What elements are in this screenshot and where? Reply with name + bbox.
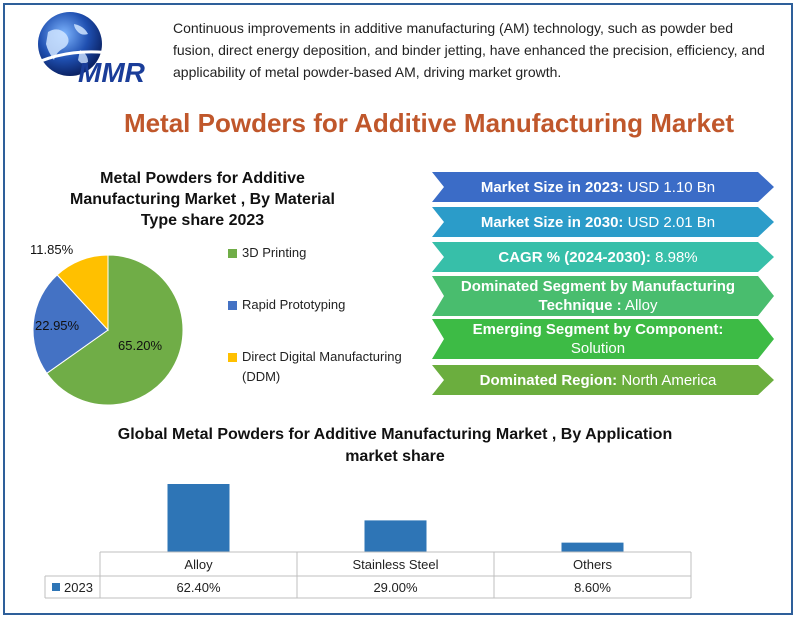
- logo-text: MMR: [78, 57, 146, 88]
- banner-label: Dominated Segment by Manufacturing Techn…: [460, 278, 736, 314]
- main-title: Metal Powders for Additive Manufacturing…: [123, 108, 735, 138]
- pie-chart: [32, 254, 184, 406]
- mmr-logo: MMR: [25, 12, 146, 88]
- legend-swatch: [228, 353, 237, 362]
- banner-label: Dominated Region:: [479, 371, 618, 389]
- banner-label: CAGR % (2024-2030):: [498, 248, 651, 266]
- legend-label: Rapid Prototyping: [242, 297, 346, 312]
- banner-label: Emerging Segment by Component:: [472, 321, 724, 338]
- banner-value: Alloy: [624, 297, 658, 314]
- banner-dominated-region: Dominated Region: North America: [432, 365, 774, 395]
- pie-label-rapid-prototyping: 22.95%: [35, 318, 80, 333]
- pie-slice-rapid-prototyping: [32, 274, 109, 375]
- legend-swatch: [228, 249, 237, 258]
- banner-market-size-2023: Market Size in 2023: USD 1.10 Bn: [432, 172, 774, 202]
- legend-swatch: [228, 301, 237, 310]
- pie-chart-title: Metal Powders for Additive Manufacturing…: [70, 170, 335, 229]
- intro-text: Continuous improvements in additive manu…: [173, 20, 765, 80]
- banner-cagr: CAGR % (2024-2030): 8.98%: [432, 242, 774, 272]
- banner-value: USD 2.01 Bn: [627, 213, 716, 231]
- legend-label: 3D Printing: [242, 245, 307, 260]
- pie-label-ddm: 11.85%: [30, 242, 74, 257]
- banner-label: Market Size in 2030:: [480, 213, 624, 231]
- pie-label-3d-printing: 65.20%: [118, 338, 163, 353]
- banner-value: North America: [621, 371, 717, 389]
- legend-label: Direct Digital Manufacturing (DDM): [242, 349, 402, 384]
- pie-slice-3d-printing: [46, 254, 184, 406]
- banner-value: 8.98%: [655, 248, 698, 266]
- banner-dominated-segment: Dominated Segment by Manufacturing Techn…: [432, 276, 774, 316]
- banner-value: Solution: [570, 340, 626, 357]
- banner-market-size-2030: Market Size in 2030: USD 2.01 Bn: [432, 207, 774, 237]
- banner-value: USD 1.10 Bn: [627, 178, 716, 196]
- banner-emerging-segment: Emerging Segment by Component: Solution: [432, 319, 774, 359]
- pie-slice-ddm: [56, 254, 109, 332]
- bar-chart-title: Global Metal Powders for Additive Manufa…: [117, 426, 673, 465]
- banner-label: Market Size in 2023:: [480, 178, 624, 196]
